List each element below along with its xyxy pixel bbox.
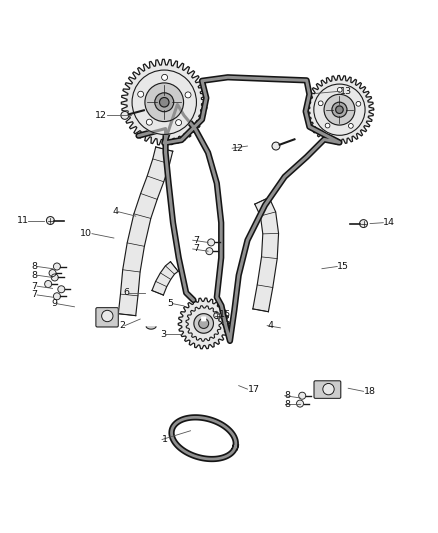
Circle shape <box>58 286 65 293</box>
Text: 11: 11 <box>17 216 28 225</box>
Circle shape <box>314 84 365 135</box>
Text: 9: 9 <box>51 299 57 308</box>
Text: 13: 13 <box>339 87 352 96</box>
Text: 7: 7 <box>193 245 199 254</box>
Circle shape <box>185 92 191 98</box>
Circle shape <box>176 119 182 126</box>
Circle shape <box>332 102 347 117</box>
Text: 16: 16 <box>219 310 231 319</box>
Text: 8: 8 <box>31 262 37 271</box>
Text: 5: 5 <box>167 299 173 308</box>
Circle shape <box>159 98 169 107</box>
Circle shape <box>102 310 113 322</box>
Text: 1: 1 <box>162 435 168 444</box>
Circle shape <box>155 93 174 112</box>
Text: 6: 6 <box>123 288 129 297</box>
FancyBboxPatch shape <box>314 381 341 398</box>
Circle shape <box>349 124 353 128</box>
Text: 18: 18 <box>364 387 375 396</box>
Circle shape <box>297 400 304 407</box>
Text: 8: 8 <box>285 400 291 409</box>
Circle shape <box>360 220 367 228</box>
Circle shape <box>325 123 330 128</box>
Circle shape <box>194 313 213 333</box>
Circle shape <box>324 94 355 125</box>
Circle shape <box>51 274 58 281</box>
Circle shape <box>145 83 184 122</box>
Circle shape <box>323 383 334 395</box>
Text: 14: 14 <box>383 218 395 227</box>
Circle shape <box>318 101 323 106</box>
Text: 17: 17 <box>247 385 259 394</box>
Circle shape <box>162 74 168 80</box>
Text: 4: 4 <box>267 321 273 330</box>
Polygon shape <box>118 147 173 316</box>
Polygon shape <box>186 306 222 341</box>
Text: 12: 12 <box>95 111 107 120</box>
Circle shape <box>272 142 280 150</box>
Text: 15: 15 <box>337 262 349 271</box>
Circle shape <box>337 87 342 92</box>
Circle shape <box>53 293 60 300</box>
Text: 7: 7 <box>193 236 199 245</box>
Polygon shape <box>178 298 229 349</box>
Text: 8: 8 <box>31 271 37 280</box>
Circle shape <box>206 248 213 255</box>
Polygon shape <box>146 327 156 329</box>
Polygon shape <box>253 197 279 312</box>
Text: 3: 3 <box>160 330 166 339</box>
Circle shape <box>214 312 220 319</box>
Circle shape <box>336 106 343 114</box>
Text: 2: 2 <box>119 321 125 330</box>
Circle shape <box>138 91 144 97</box>
Text: 10: 10 <box>80 229 92 238</box>
Circle shape <box>45 280 52 287</box>
Circle shape <box>199 318 208 328</box>
Text: 7: 7 <box>31 290 37 300</box>
Text: 12: 12 <box>232 144 244 153</box>
Text: 8: 8 <box>285 391 291 400</box>
FancyBboxPatch shape <box>202 317 205 321</box>
Circle shape <box>121 111 129 119</box>
Circle shape <box>132 70 196 134</box>
Polygon shape <box>305 76 374 144</box>
Polygon shape <box>152 262 178 295</box>
Circle shape <box>208 239 215 246</box>
Circle shape <box>53 263 60 270</box>
FancyBboxPatch shape <box>96 308 118 327</box>
Circle shape <box>146 119 152 125</box>
Text: 4: 4 <box>112 207 118 216</box>
Polygon shape <box>121 59 207 145</box>
Circle shape <box>49 270 56 277</box>
Circle shape <box>356 101 361 106</box>
Text: 7: 7 <box>31 282 37 290</box>
Circle shape <box>299 392 306 399</box>
Circle shape <box>46 216 54 224</box>
